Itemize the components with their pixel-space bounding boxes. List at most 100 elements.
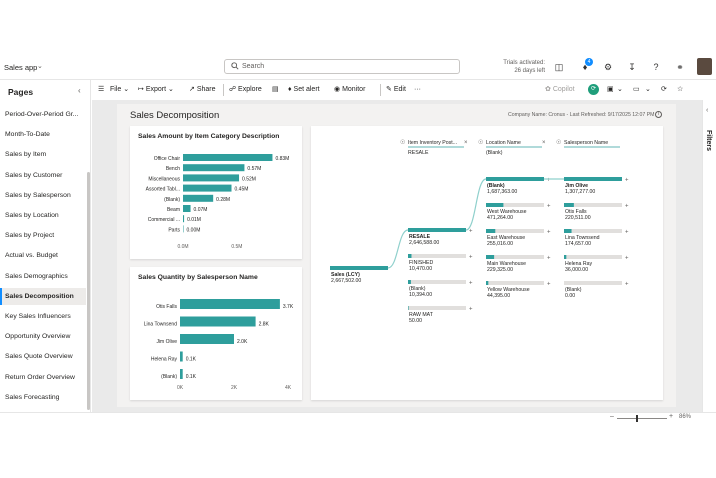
x-tick-label: 2K bbox=[231, 385, 238, 391]
page-item[interactable]: Sales Quote Overview bbox=[5, 353, 73, 361]
monitor-label: Monitor bbox=[342, 86, 366, 93]
node-col2-value: 255,016.00 bbox=[487, 241, 513, 247]
explore-icon: ☍ bbox=[229, 86, 237, 93]
node-col3-track bbox=[564, 255, 622, 259]
node-col2-value: 1,687,363.00 bbox=[487, 189, 517, 195]
set-alert-button[interactable]: ♦ Set alert bbox=[288, 85, 320, 95]
node-col1-track bbox=[408, 280, 466, 284]
node-col1-bar bbox=[408, 280, 411, 284]
sales-quantity-chart: Otis Falls 3.7K Lina Townsend 2.8K Jim Olive… bbox=[144, 299, 294, 391]
expand-plus-icon: + bbox=[547, 178, 551, 184]
category-label: Beam bbox=[167, 207, 180, 213]
export-menu[interactable]: ↦ Export ⌄ bbox=[138, 85, 174, 95]
data-label: 2.0K bbox=[237, 339, 248, 345]
star-icon[interactable]: ☆ bbox=[677, 86, 684, 93]
page-item[interactable]: Sales by Project bbox=[5, 232, 55, 240]
zoom-slider-thumb[interactable] bbox=[636, 415, 638, 422]
explore-button[interactable]: ☍ Explore bbox=[229, 85, 262, 95]
node-col3-label: Lina Townsend bbox=[565, 235, 600, 241]
bookmark-icon[interactable]: ▣ bbox=[607, 86, 614, 93]
page-item[interactable]: Month-To-Date bbox=[5, 131, 50, 139]
page-item[interactable]: Actual vs. Budget bbox=[5, 252, 58, 260]
expand-plus-icon: + bbox=[547, 204, 551, 210]
category-label: Parts bbox=[168, 227, 180, 233]
page-item[interactable]: Sales by Customer bbox=[5, 171, 63, 179]
view-icon[interactable]: ▭ bbox=[633, 86, 640, 93]
data-label: 0.07M bbox=[194, 207, 208, 213]
gear-icon[interactable]: ⚙ bbox=[603, 62, 613, 72]
copilot-button[interactable]: ✿ Copilot bbox=[545, 85, 575, 95]
bell-icon[interactable]: ♦ bbox=[582, 62, 588, 72]
decomposition-tree-card[interactable]: Sales (LCY) 2,667,502.00 ☉ Item Inventory P… bbox=[311, 126, 663, 400]
node-col3-value: 220,511.00 bbox=[565, 215, 591, 221]
page-item[interactable]: Sales by Location bbox=[5, 212, 59, 219]
refresh-icon[interactable]: ⟳ bbox=[588, 84, 599, 95]
lightbulb-icon: ☉ bbox=[400, 139, 405, 146]
share-button[interactable]: ↗ Share bbox=[189, 85, 216, 95]
page-item[interactable]: Sales Demographics bbox=[5, 272, 68, 280]
x-tick-label: 0.0M bbox=[177, 244, 188, 250]
x-tick-label: 0.5M bbox=[231, 244, 242, 250]
search-input[interactable]: Search bbox=[224, 59, 460, 74]
refresh-report-icon[interactable]: ⟳ bbox=[661, 86, 667, 93]
expand-plus-icon: + bbox=[625, 256, 629, 262]
explore-label: Explore bbox=[238, 86, 262, 93]
file-menu[interactable]: File ⌄ bbox=[110, 85, 129, 95]
search-icon bbox=[231, 62, 239, 70]
zoom-slider[interactable] bbox=[617, 418, 667, 419]
sales-amount-card[interactable]: Sales Amount by Item Category Descriptio… bbox=[130, 126, 302, 259]
node-col1-label: (Blank) bbox=[409, 286, 426, 292]
collapse-icon[interactable]: ‹ bbox=[78, 86, 81, 95]
more-options-button[interactable]: ··· bbox=[414, 86, 421, 93]
page-item[interactable]: Sales by Salesperson bbox=[5, 191, 71, 199]
monitor-button[interactable]: ◉ Monitor bbox=[334, 85, 365, 95]
expand-plus-icon: + bbox=[625, 178, 629, 184]
page-item[interactable]: Sales by Item bbox=[5, 151, 47, 159]
category-label: Jim Olive bbox=[156, 339, 177, 345]
people-icon[interactable]: ⚭ bbox=[676, 62, 684, 72]
page-item[interactable]: Key Sales Influencers bbox=[5, 313, 71, 320]
data-label: 0.01M bbox=[187, 217, 201, 223]
page-item[interactable]: Sales Decomposition bbox=[0, 287, 86, 305]
page-item[interactable]: Sales Forecasting bbox=[5, 393, 60, 401]
app-name[interactable]: Sales app bbox=[4, 63, 38, 72]
avatar[interactable] bbox=[697, 58, 712, 75]
node-col2-bar bbox=[486, 229, 496, 233]
edit-button[interactable]: ✎ Edit bbox=[386, 85, 406, 95]
copilot-icon: ✿ bbox=[545, 86, 551, 93]
chart-title: Sales Amount by Item Category Descriptio… bbox=[138, 133, 280, 140]
node-col2-label: Yellow Warehouse bbox=[487, 287, 530, 293]
page-item[interactable]: Period-Over-Period Gr... bbox=[5, 111, 79, 118]
chevron-down-icon[interactable]: ⌄ bbox=[617, 86, 623, 93]
menu-icon[interactable]: ☰ bbox=[98, 86, 105, 93]
filters-label[interactable]: Filters bbox=[705, 130, 712, 152]
zoom-in-button[interactable]: + bbox=[669, 413, 674, 420]
comment-button[interactable]: ▤ bbox=[272, 85, 279, 95]
chevron-down-icon[interactable]: ⌄ bbox=[37, 63, 43, 70]
node-col3-value: 36,000.00 bbox=[565, 267, 588, 273]
column-filter-value: RESALE bbox=[408, 150, 429, 156]
data-label: 0.52M bbox=[242, 176, 256, 182]
filters-pane[interactable] bbox=[702, 100, 716, 412]
node-col2-label: West Warehouse bbox=[487, 209, 527, 215]
node-col2-track bbox=[486, 203, 544, 207]
zoom-out-button[interactable]: – bbox=[610, 413, 614, 420]
sales-quantity-card[interactable]: Sales Quantity by Salesperson Name Otis … bbox=[130, 267, 302, 400]
page-item[interactable]: Return Order Overview bbox=[5, 373, 75, 381]
decomposition-tree: Sales (LCY)2,667,502.00☉ Item Inventory P… bbox=[330, 139, 629, 324]
help-icon[interactable]: ? bbox=[653, 62, 659, 72]
node-col1-bar bbox=[408, 254, 412, 258]
bar bbox=[183, 164, 245, 172]
node-col2-bar bbox=[486, 203, 504, 207]
page-item[interactable]: Opportunity Overview bbox=[5, 333, 71, 341]
node-col2-bar bbox=[486, 177, 544, 181]
sidebar-scrollbar[interactable] bbox=[87, 172, 90, 410]
chevron-left-icon[interactable]: ‹ bbox=[706, 107, 709, 114]
download-icon[interactable]: ↧ bbox=[628, 62, 636, 72]
expand-plus-icon: + bbox=[469, 281, 473, 287]
panel-toggle-icon[interactable]: ◫ bbox=[554, 62, 564, 72]
node-col3-value: 0.00 bbox=[565, 293, 575, 299]
chevron-down-icon[interactable]: ⌄ bbox=[645, 86, 651, 93]
pages-pane: Pages ‹ Period-Over-Period Gr... Month-To… bbox=[0, 80, 91, 412]
info-icon[interactable]: i bbox=[655, 111, 662, 118]
